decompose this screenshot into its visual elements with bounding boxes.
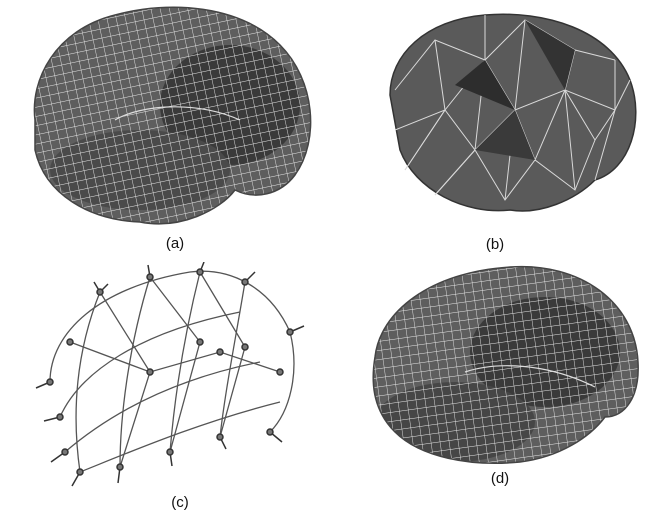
brain-triangle-mesh [389,13,637,212]
panel-c [10,262,310,492]
panel-b-label: (b) [485,236,505,253]
panel-b [375,0,645,232]
panel-c-label: (c) [171,494,189,511]
electrode-wireframe [35,262,305,487]
brain-quad-mesh-d [372,265,639,464]
panel-a [20,0,330,235]
panel-d-label: (d) [490,470,510,487]
panel-a-label: (a) [165,235,185,252]
panel-d [360,262,645,474]
brain-quad-mesh-a [33,6,312,225]
